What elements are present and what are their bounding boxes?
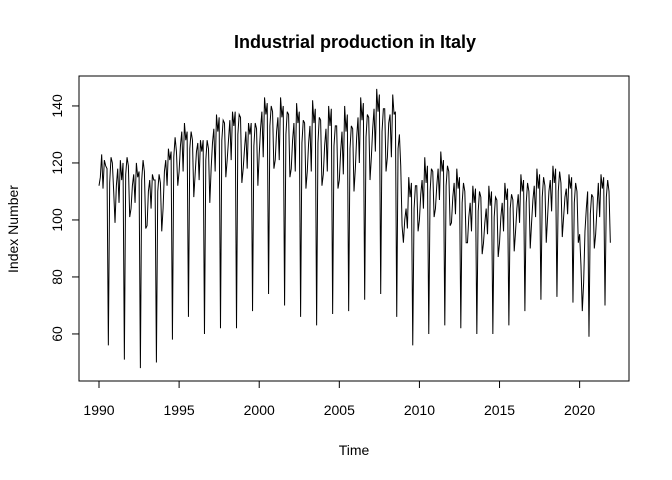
x-axis: 1990 1995 2000 2005 2010 2015 2020 — [83, 380, 595, 418]
y-tick-label: 80 — [49, 269, 65, 285]
x-tick-label: 1990 — [83, 402, 114, 418]
x-tick-label: 2010 — [404, 402, 435, 418]
series-line-0 — [98, 88, 611, 369]
y-axis-label: Index Number — [5, 185, 21, 273]
x-tick-label: 2005 — [324, 402, 355, 418]
y-tick-label: 120 — [49, 151, 65, 175]
x-tick-label: 2015 — [484, 402, 515, 418]
x-axis-label: Time — [339, 442, 370, 458]
series-layer — [98, 88, 611, 369]
x-tick-label: 2000 — [244, 402, 275, 418]
y-tick-label: 100 — [49, 208, 65, 232]
chart-title: Industrial production in Italy — [234, 32, 476, 52]
x-tick-label: 1995 — [164, 402, 195, 418]
y-tick-label: 60 — [49, 326, 65, 342]
x-tick-label: 2020 — [564, 402, 595, 418]
y-tick-label: 140 — [49, 94, 65, 118]
y-axis: 60 80 100 120 140 — [49, 94, 80, 342]
